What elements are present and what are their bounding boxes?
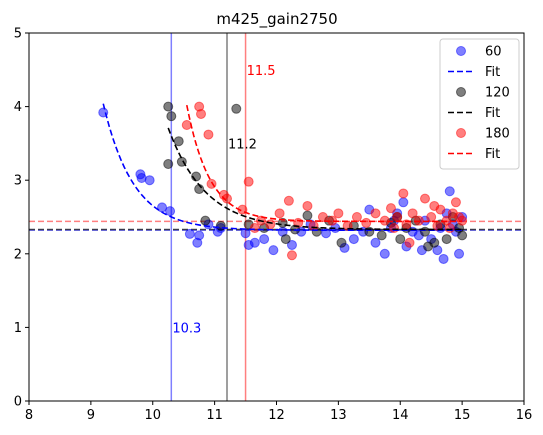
data-point (181, 120, 192, 130)
data-point (385, 203, 396, 214)
legend-fit-label-60: Fit (485, 65, 500, 80)
data-point (249, 237, 260, 248)
legend-label-180: 180 (485, 127, 510, 142)
x-tick-label: 12 (268, 408, 285, 423)
data-point (457, 230, 468, 241)
data-point (348, 234, 359, 245)
legend-fit-label-120: Fit (485, 106, 500, 121)
data-point (222, 193, 232, 204)
data-point (426, 212, 437, 222)
threshold-label-120: 11.2 (228, 137, 257, 152)
data-point (361, 217, 372, 228)
x-tick-label: 13 (330, 408, 347, 423)
data-point (274, 208, 285, 219)
y-tick-label: 3 (14, 174, 22, 189)
data-point (454, 248, 465, 259)
y-tick-label: 2 (14, 247, 22, 262)
data-point (243, 176, 254, 187)
data-point (184, 228, 195, 239)
data-point (166, 111, 177, 122)
data-point (376, 230, 387, 241)
data-point (173, 136, 184, 147)
x-tick-label: 9 (87, 408, 95, 423)
data-point (429, 200, 440, 211)
data-point (196, 108, 207, 119)
legend-label-120: 120 (485, 86, 510, 101)
data-point (265, 219, 276, 230)
data-point (194, 230, 205, 241)
x-tick-label: 15 (454, 408, 471, 423)
data-point (203, 129, 214, 140)
data-point (420, 226, 430, 237)
data-point (370, 208, 381, 219)
legend-fit-label-180: Fit (485, 147, 500, 162)
y-tick-label: 1 (14, 321, 22, 336)
x-tick-label: 8 (25, 408, 33, 423)
data-point (163, 159, 174, 170)
data-point (302, 200, 313, 211)
data-point (398, 197, 409, 208)
data-point (389, 223, 400, 234)
y-tick-label: 5 (14, 27, 22, 42)
data-point (351, 212, 362, 222)
data-point (379, 248, 390, 259)
data-point (444, 186, 455, 197)
data-point (336, 237, 347, 248)
chart-title: m425_gain2750 (216, 10, 337, 29)
data-point (441, 234, 452, 245)
data-point (268, 245, 279, 256)
threshold-label-60: 10.3 (172, 321, 201, 336)
data-point (407, 208, 418, 219)
threshold-label-180: 11.5 (247, 64, 276, 79)
data-point (286, 250, 297, 261)
data-point (317, 212, 328, 222)
legend: 60 Fit 120 Fit 180 Fit (439, 38, 520, 170)
series-180-points (181, 101, 468, 261)
data-point (308, 220, 319, 231)
data-point (231, 103, 242, 114)
data-point (370, 237, 381, 248)
data-point (280, 234, 291, 245)
data-point (144, 175, 155, 186)
legend-marker-120 (456, 87, 466, 97)
y-tick-label: 4 (14, 100, 22, 115)
data-point (286, 239, 297, 250)
fit-curve-120 (167, 127, 463, 231)
data-point (404, 237, 415, 248)
data-point (444, 223, 455, 234)
data-point (206, 178, 217, 189)
data-point (163, 101, 174, 112)
legend-marker-180 (456, 128, 466, 138)
data-point (395, 234, 406, 245)
legend-marker-60 (456, 46, 466, 56)
data-point (438, 253, 449, 264)
data-point (249, 223, 260, 234)
x-tick-label: 10 (144, 408, 161, 423)
legend-box (439, 38, 520, 170)
data-point (302, 210, 313, 221)
x-tick-label: 11 (206, 408, 223, 423)
data-point (423, 241, 434, 252)
x-tick-label: 16 (516, 408, 533, 423)
data-point (215, 220, 226, 231)
data-point (200, 215, 211, 226)
data-point (450, 197, 461, 208)
fit-curve-60 (102, 103, 463, 232)
y-tick-label: 0 (14, 395, 22, 410)
x-tick-label: 14 (392, 408, 409, 423)
data-point (333, 208, 344, 219)
data-point (392, 212, 403, 222)
legend-label-60: 60 (485, 45, 502, 60)
data-point (240, 228, 251, 239)
data-point (420, 193, 430, 204)
fit-curve-180 (185, 104, 463, 223)
data-point (398, 188, 409, 199)
data-point (259, 234, 270, 245)
data-point (283, 195, 294, 206)
